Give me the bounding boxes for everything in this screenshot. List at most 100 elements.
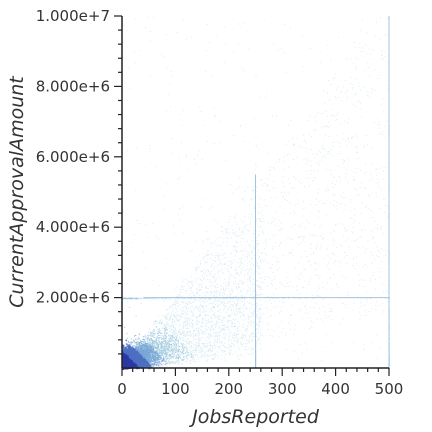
data-point [223,317,225,319]
data-point [122,88,124,90]
data-point [233,216,235,218]
data-point [233,259,235,261]
data-point [205,328,207,330]
data-point [334,176,336,178]
data-point [161,344,163,346]
data-point [366,62,368,64]
data-point [214,307,216,309]
data-point [176,300,178,302]
data-point [305,147,307,149]
data-point [227,268,229,270]
data-point [333,230,335,232]
data-point [226,232,227,234]
data-point [217,321,219,323]
data-point [240,309,241,311]
data-point [237,312,238,314]
data-point [381,104,383,106]
data-point [364,251,366,253]
data-point [260,329,262,331]
data-point [246,281,248,283]
data-point [143,340,145,342]
data-point [221,301,223,303]
data-point [218,331,220,333]
data-point [348,118,350,120]
data-point [258,320,260,322]
data-point [140,50,142,52]
data-point [155,320,157,322]
data-point [214,116,216,118]
data-point [203,301,205,303]
data-point [145,348,147,350]
data-point [319,152,321,154]
data-point [232,326,234,327]
data-point [363,187,365,189]
data-point [167,338,169,340]
data-point [217,333,219,335]
data-point [162,353,164,355]
data-point [175,297,177,299]
data-point [146,344,148,345]
data-point [255,136,257,138]
data-point [222,324,224,326]
data-point [216,300,218,302]
data-point [329,153,331,155]
data-point [273,255,275,257]
data-point [212,276,214,278]
data-point [387,89,389,91]
data-point [236,341,238,343]
data-point [178,306,179,308]
data-point [166,348,168,350]
data-point [298,279,300,280]
data-point [125,346,127,349]
data-point [381,189,382,191]
data-point [233,276,235,278]
data-point [187,281,189,282]
data-point [360,213,362,214]
data-point [325,297,327,299]
data-point [329,125,331,127]
data-point [338,175,340,177]
data-point [358,158,360,159]
data-point [257,285,259,287]
data-point [328,262,330,264]
data-point [148,300,150,302]
data-point [336,119,338,121]
data-point [330,174,332,176]
data-point [215,287,217,288]
data-point [161,345,163,347]
data-point [168,298,170,300]
data-point [366,53,368,55]
data-point [200,324,202,326]
data-point [279,267,281,269]
data-point [230,266,232,268]
data-point [353,240,355,242]
data-point [248,48,250,50]
data-point [164,363,166,365]
data-point [336,88,337,90]
data-point [243,327,244,329]
data-point [268,322,270,324]
data-point [360,182,362,184]
data-point [185,307,187,309]
data-point [244,335,246,337]
data-point [130,341,132,343]
data-point [319,226,321,228]
data-point [242,301,244,303]
data-point [220,341,222,343]
data-point [160,318,162,320]
data-point [363,348,365,350]
data-point [206,310,208,312]
data-point [225,334,227,336]
data-point [205,333,207,335]
data-point [189,360,191,362]
data-point [308,185,310,187]
data-point [163,344,165,346]
data-point [225,317,227,318]
data-point [250,325,252,327]
data-point [224,257,226,259]
data-point [223,357,225,359]
data-point [216,290,217,292]
data-point [387,291,389,293]
data-point [188,169,190,171]
data-point [215,326,216,328]
